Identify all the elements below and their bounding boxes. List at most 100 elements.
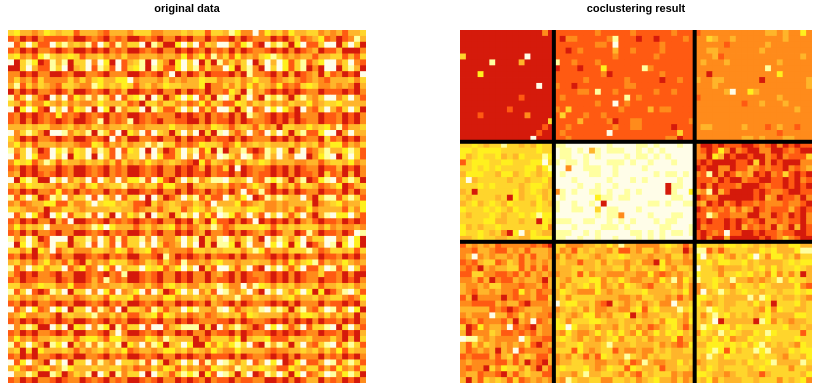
heatmap-cell (19, 30, 27, 37)
heatmap-cell (330, 118, 337, 125)
heatmap-cell (210, 294, 218, 302)
heatmap-cell (471, 153, 478, 160)
heatmap-cell (61, 318, 69, 325)
heatmap-cell (330, 82, 337, 90)
heatmap-cell (288, 130, 295, 137)
heatmap-cell (765, 53, 772, 60)
heatmap-cell (169, 59, 176, 66)
heatmap-cell (234, 200, 242, 207)
heatmap-cell (157, 147, 164, 154)
heatmap-cell (181, 177, 188, 184)
heatmap-cell (542, 59, 549, 66)
heatmap-cell (169, 147, 176, 154)
heatmap-cell (169, 318, 176, 325)
heatmap-cell (240, 330, 248, 337)
heatmap-cell (312, 165, 319, 172)
heatmap-cell (198, 159, 206, 166)
heatmap-cell (276, 230, 283, 237)
heatmap-cell (210, 218, 218, 225)
heatmap-cell (169, 324, 176, 331)
heatmap-cell (61, 47, 69, 54)
heatmap-cell (246, 77, 254, 84)
heatmap-cell (163, 30, 170, 37)
heatmap-cell (276, 124, 283, 131)
heatmap-cell (765, 153, 772, 160)
heatmap-cell (495, 59, 502, 66)
heatmap-cell (79, 59, 86, 66)
heatmap-cell (264, 147, 271, 154)
heatmap-cell (157, 130, 164, 137)
heatmap-cell (806, 106, 812, 113)
heatmap-cell (765, 35, 772, 43)
heatmap-cell (163, 212, 170, 219)
heatmap-cell (151, 77, 158, 84)
heatmap-cell (765, 88, 772, 96)
heatmap-cell (524, 88, 531, 96)
heatmap-cell (157, 65, 164, 72)
heatmap-cell (306, 94, 313, 101)
heatmap-cell (718, 65, 725, 72)
heatmap-cell (612, 141, 619, 149)
heatmap-cell (618, 141, 625, 149)
heatmap-cell (222, 330, 230, 337)
heatmap-cell (61, 277, 69, 284)
heatmap-cell (145, 47, 152, 54)
heatmap-cell (163, 247, 170, 254)
heatmap-cell (524, 41, 531, 49)
heatmap-cell (115, 347, 122, 354)
heatmap-cell (506, 53, 514, 60)
heatmap-cell (49, 341, 57, 349)
heatmap-cell (97, 206, 104, 213)
heatmap-cell (318, 230, 325, 237)
heatmap-cell (37, 359, 45, 366)
heatmap-cell (216, 330, 224, 337)
heatmap-cell (318, 141, 325, 149)
heatmap-cell (133, 71, 140, 78)
heatmap-cell (548, 106, 555, 113)
heatmap-cell (594, 106, 602, 113)
heatmap-cell (624, 82, 631, 90)
heatmap-cell (216, 253, 224, 260)
heatmap-cell (724, 100, 731, 107)
heatmap-cell (19, 341, 27, 349)
heatmap-cell (312, 159, 319, 166)
heatmap-cell (264, 265, 271, 272)
heatmap-cell (121, 71, 128, 78)
heatmap-cell (91, 82, 98, 90)
heatmap-cell (641, 130, 649, 137)
heatmap-cell (360, 82, 366, 90)
heatmap-cell (312, 265, 319, 272)
heatmap-cell (97, 365, 104, 372)
heatmap-cell (312, 47, 319, 54)
heatmap-cell (501, 88, 508, 96)
heatmap-cell (577, 47, 584, 54)
heatmap-cell (240, 47, 248, 54)
heatmap-cell (49, 335, 57, 343)
heatmap-cell (25, 177, 33, 184)
heatmap-cell (342, 130, 349, 137)
heatmap-cell (19, 247, 27, 254)
heatmap-cell (336, 353, 343, 360)
heatmap-cell (187, 277, 194, 284)
heatmap-cell (735, 59, 742, 66)
heatmap-cell (806, 59, 812, 66)
heatmap-cell (483, 135, 490, 143)
heatmap-cell (43, 194, 51, 202)
heatmap-cell (13, 182, 21, 190)
heatmap-cell (163, 206, 170, 213)
heatmap-cell (246, 71, 254, 78)
heatmap-cell (501, 35, 508, 43)
heatmap-cell (103, 224, 110, 231)
heatmap-cell (181, 194, 188, 202)
heatmap-cell (210, 282, 218, 290)
heatmap-cell (712, 141, 719, 149)
heatmap-cell (312, 59, 319, 66)
heatmap-cell (776, 118, 784, 125)
heatmap-cell (753, 100, 760, 107)
heatmap-cell (489, 65, 496, 72)
heatmap-cell (360, 165, 366, 172)
heatmap-cell (85, 200, 92, 207)
heatmap-cell (192, 335, 200, 343)
heatmap-cell (759, 82, 766, 90)
heatmap-cell (198, 365, 206, 372)
